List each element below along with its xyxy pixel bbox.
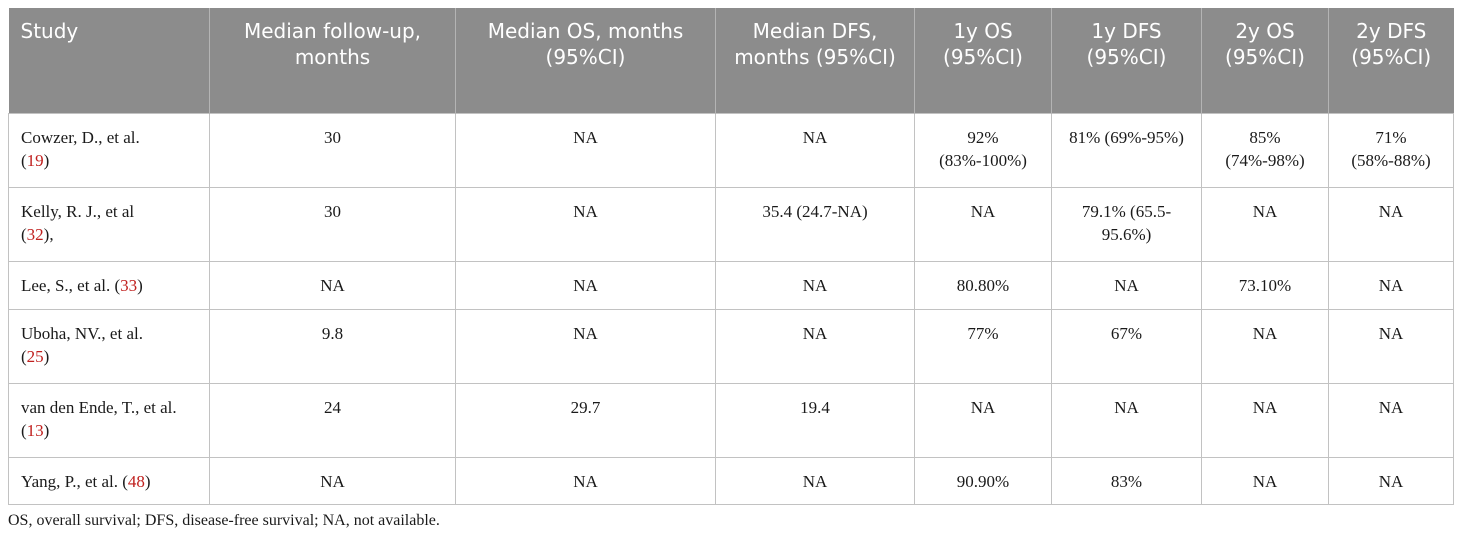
study-name: van den Ende, T., et al. [21, 398, 177, 417]
1y-dfs-cell: NA [1051, 383, 1202, 458]
2y-os-cell: NA [1201, 383, 1329, 458]
header-median-follow-up: Median follow-up, months [209, 8, 456, 114]
median-dfs-cell: NA [715, 113, 915, 188]
median-os-cell: NA [455, 113, 716, 188]
median-os-cell: NA [455, 309, 716, 384]
median-dfs-cell: 19.4 [715, 383, 915, 458]
table-row: Cowzer, D., et al. (19) 30 NA NA 92% (83%… [8, 113, 1454, 188]
header-2y-os: 2y OS (95%CI) [1201, 8, 1329, 114]
1y-os-cell: 80.80% [914, 261, 1052, 310]
2y-os-cell: NA [1201, 309, 1329, 384]
median-os-cell: NA [455, 261, 716, 310]
median-dfs-cell: NA [715, 261, 915, 310]
median-dfs-cell: 35.4 (24.7-NA) [715, 187, 915, 262]
1y-dfs-cell: 83% [1051, 457, 1202, 505]
study-cell: van den Ende, T., et al. (13) [8, 383, 210, 458]
2y-dfs-cell: NA [1328, 261, 1454, 310]
reference-link[interactable]: 13 [26, 421, 44, 440]
table-row: van den Ende, T., et al. (13) 24 29.7 19… [8, 383, 1454, 458]
2y-dfs-cell: NA [1328, 457, 1454, 505]
reference-link[interactable]: 19 [26, 151, 44, 170]
median-follow-up-cell: NA [209, 457, 456, 505]
2y-os-cell: NA [1201, 457, 1329, 505]
median-follow-up-cell: 24 [209, 383, 456, 458]
2y-dfs-cell: NA [1328, 187, 1454, 262]
median-follow-up-cell: 30 [209, 187, 456, 262]
study-cell: Yang, P., et al. (48) [8, 457, 210, 505]
table-row: Lee, S., et al. (33) NA NA NA 80.80% NA … [8, 261, 1454, 310]
2y-dfs-cell: 71% (58%-88%) [1328, 113, 1454, 188]
median-follow-up-cell: 30 [209, 113, 456, 188]
header-1y-dfs: 1y DFS (95%CI) [1051, 8, 1202, 114]
2y-dfs-cell: NA [1328, 383, 1454, 458]
study-name: Uboha, NV., et al. [21, 324, 143, 343]
study-cell: Uboha, NV., et al. (25) [8, 309, 210, 384]
study-cell: Lee, S., et al. (33) [8, 261, 210, 310]
reference-link[interactable]: 25 [26, 347, 44, 366]
table-row: Kelly, R. J., et al (32), 30 NA 35.4 (24.… [8, 187, 1454, 262]
header-median-os: Median OS, months (95%CI) [455, 8, 716, 114]
table-row: Yang, P., et al. (48) NA NA NA 90.90% 83… [8, 457, 1454, 505]
2y-os-cell: NA [1201, 187, 1329, 262]
study-cell: Cowzer, D., et al. (19) [8, 113, 210, 188]
header-median-dfs: Median DFS, months (95%CI) [715, 8, 915, 114]
survival-outcomes-table: Study Median follow-up, months Median OS… [8, 8, 1454, 505]
header-2y-dfs: 2y DFS (95%CI) [1328, 8, 1454, 114]
1y-dfs-cell: 79.1% (65.5-95.6%) [1051, 187, 1202, 262]
2y-os-cell: 85% (74%-98%) [1201, 113, 1329, 188]
study-name: Kelly, R. J., et al [21, 202, 135, 221]
reference-link[interactable]: 48 [127, 472, 145, 491]
1y-dfs-cell: NA [1051, 261, 1202, 310]
study-name: Cowzer, D., et al. [21, 128, 140, 147]
median-os-cell: 29.7 [455, 383, 716, 458]
reference-link[interactable]: 33 [120, 276, 138, 295]
median-os-cell: NA [455, 457, 716, 505]
study-name: Lee, S., et al. [21, 276, 111, 295]
ref-suffix: , [49, 225, 54, 244]
1y-os-cell: 90.90% [914, 457, 1052, 505]
median-follow-up-cell: NA [209, 261, 456, 310]
1y-os-cell: NA [914, 187, 1052, 262]
header-row: Study Median follow-up, months Median OS… [8, 8, 1454, 114]
1y-dfs-cell: 81% (69%-95%) [1051, 113, 1202, 188]
median-dfs-cell: NA [715, 457, 915, 505]
1y-dfs-cell: 67% [1051, 309, 1202, 384]
median-dfs-cell: NA [715, 309, 915, 384]
study-cell: Kelly, R. J., et al (32), [8, 187, 210, 262]
header-1y-os: 1y OS (95%CI) [914, 8, 1052, 114]
2y-os-cell: 73.10% [1201, 261, 1329, 310]
1y-os-cell: 92% (83%-100%) [914, 113, 1052, 188]
header-study: Study [8, 8, 210, 114]
table-row: Uboha, NV., et al. (25) 9.8 NA NA 77% 67%… [8, 309, 1454, 384]
1y-os-cell: NA [914, 383, 1052, 458]
1y-os-cell: 77% [914, 309, 1052, 384]
median-follow-up-cell: 9.8 [209, 309, 456, 384]
reference-link[interactable]: 32 [26, 225, 44, 244]
study-name: Yang, P., et al. [21, 472, 118, 491]
median-os-cell: NA [455, 187, 716, 262]
2y-dfs-cell: NA [1328, 309, 1454, 384]
table-footnote: OS, overall survival; DFS, disease-free … [8, 512, 440, 529]
